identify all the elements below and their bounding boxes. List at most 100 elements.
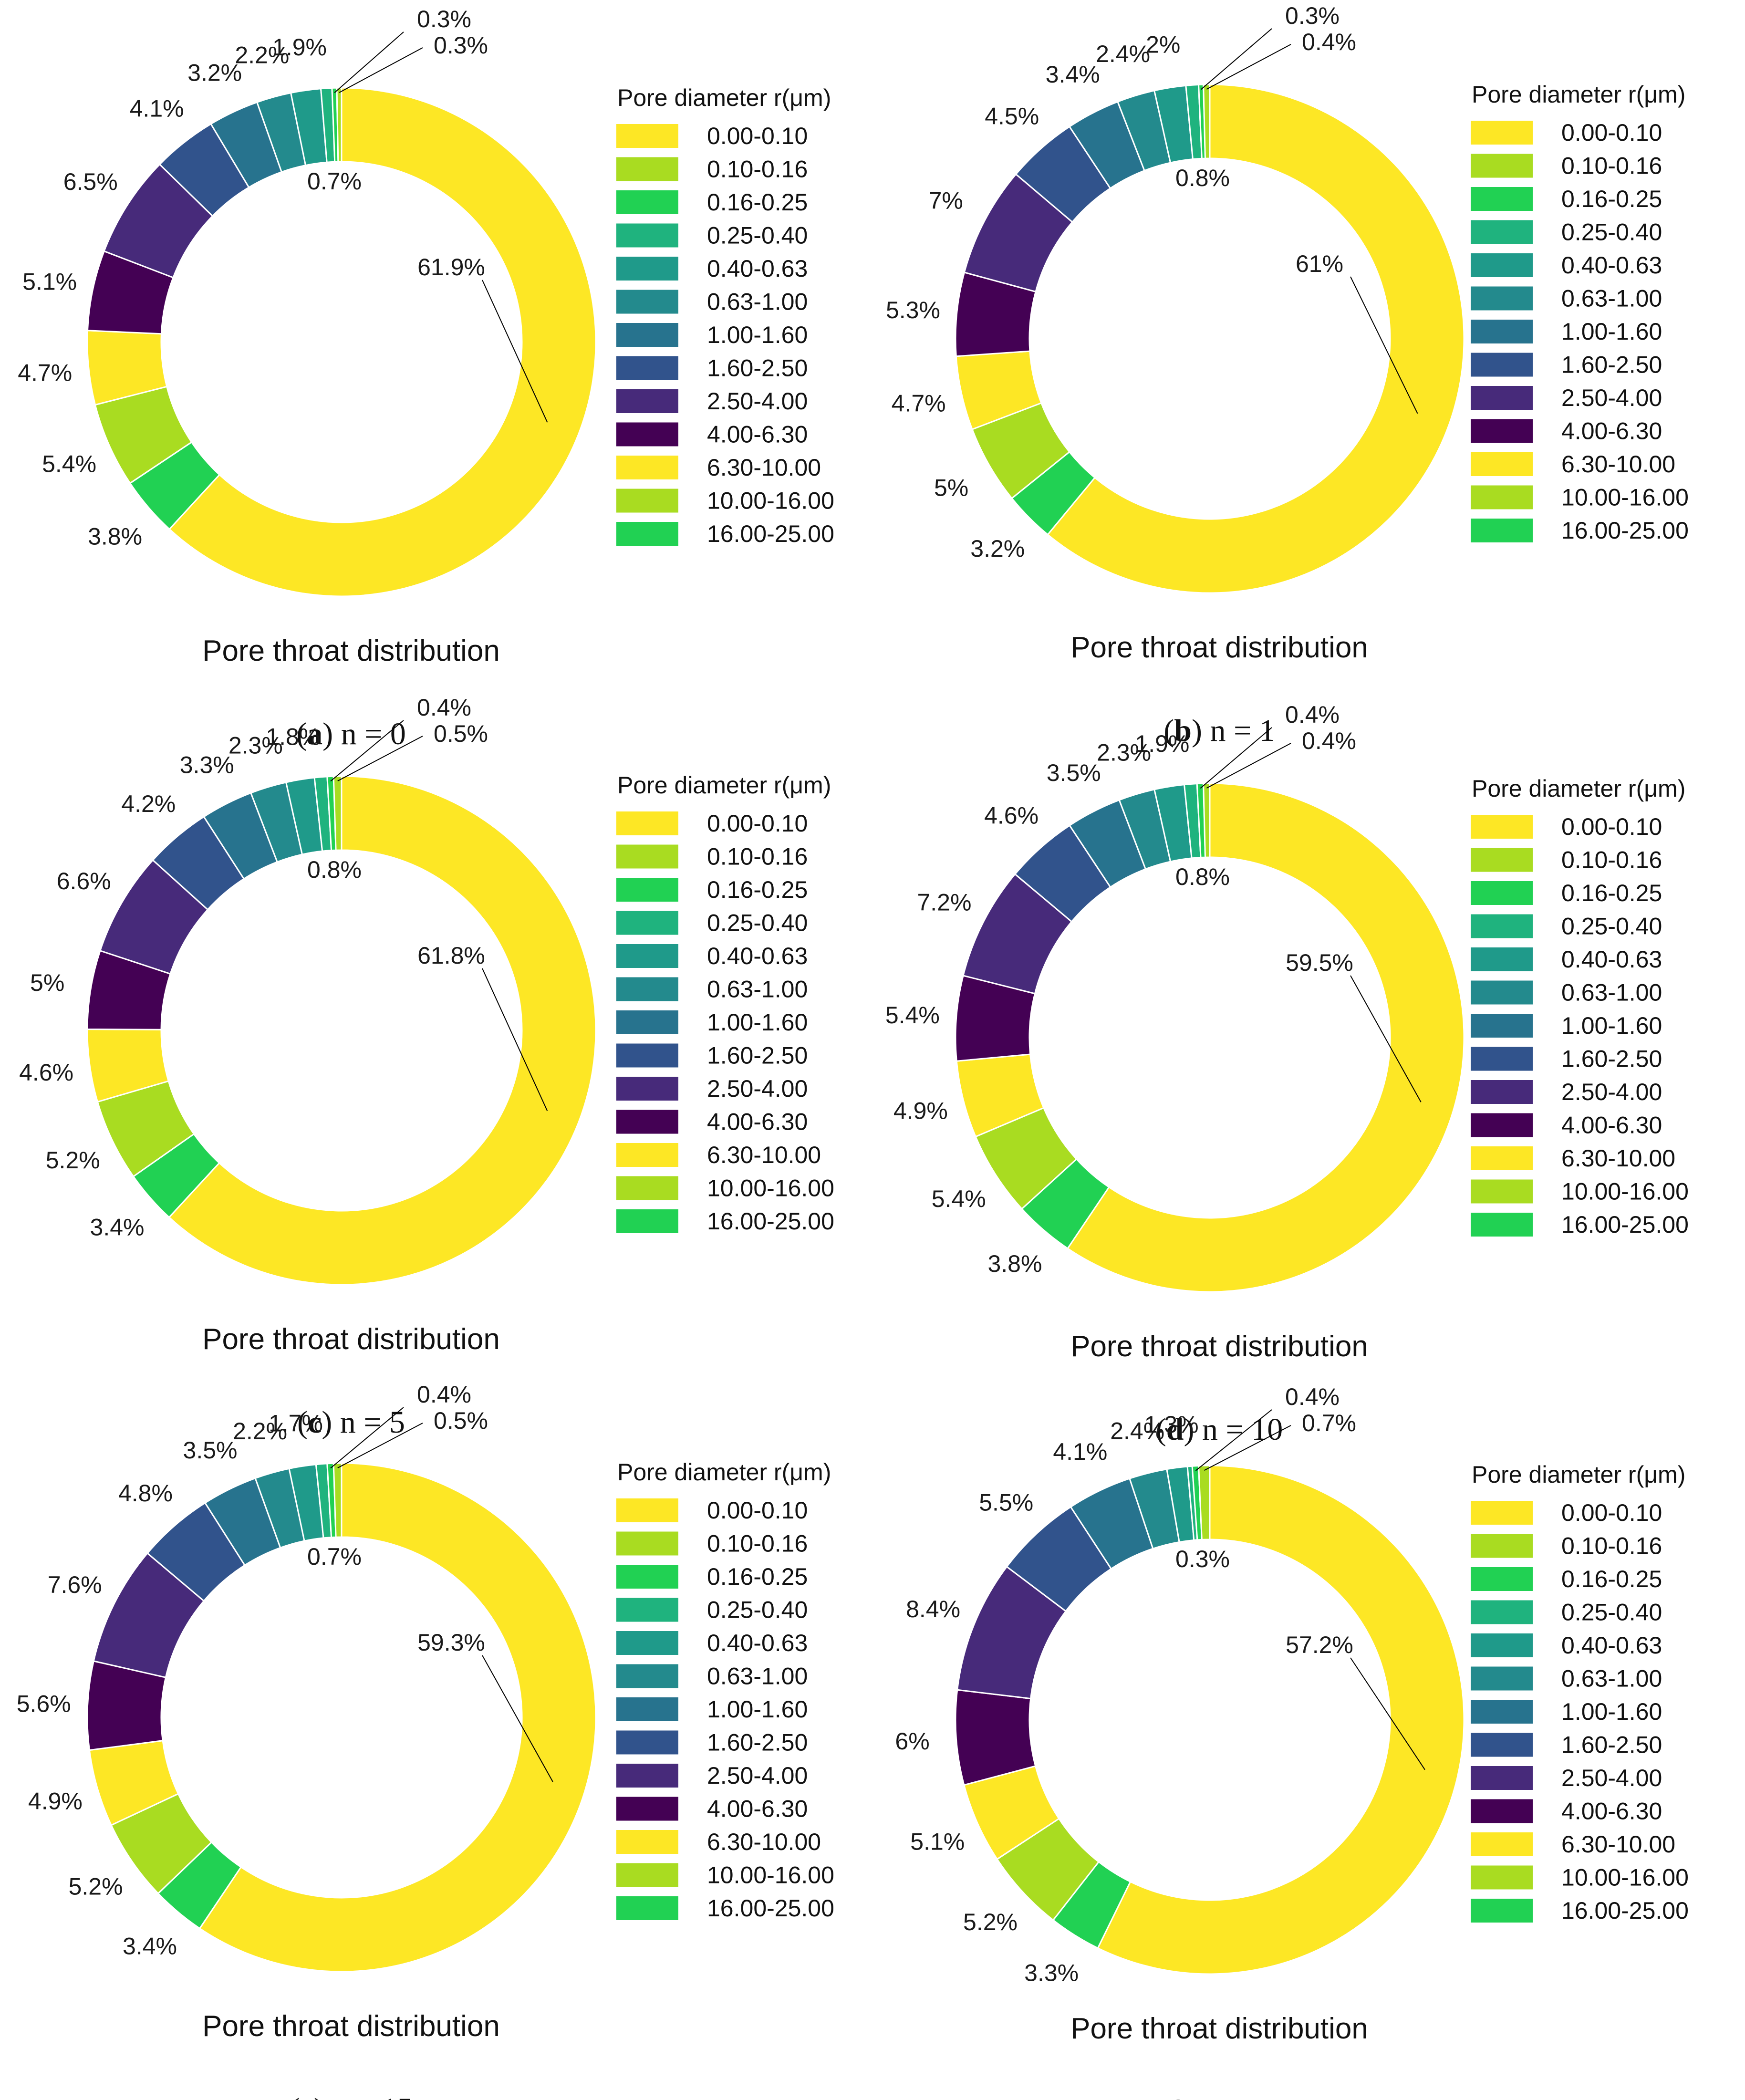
legend-swatch xyxy=(1471,419,1533,443)
slice-percent-label: 5.1% xyxy=(910,1829,965,1855)
legend-label: 16.00-25.00 xyxy=(1561,517,1689,544)
slice-percent-label: 0.4% xyxy=(417,694,471,721)
legend-label: 6.30-10.00 xyxy=(1561,1831,1675,1858)
legend-label: 16.00-25.00 xyxy=(1561,1897,1689,1924)
legend-label: 0.16-0.25 xyxy=(707,1563,808,1590)
legend-label: 2.50-4.00 xyxy=(707,1762,808,1789)
legend-label: 4.00-6.30 xyxy=(1561,1798,1662,1825)
donut-slice-0.10-0.16 xyxy=(1203,782,1211,858)
legend: Pore diameter r(μm) 0.00-0.10 0.10-0.16 0.1… xyxy=(616,1459,834,1922)
chart-title: Pore throat distribution xyxy=(202,634,500,667)
legend-label: 0.10-0.16 xyxy=(1561,153,1662,179)
slice-percent-label: 6% xyxy=(895,1728,929,1755)
slice-percent-label: 4.1% xyxy=(1053,1438,1107,1465)
legend-label: 2.50-4.00 xyxy=(1561,1079,1662,1105)
legend-label: 16.00-25.00 xyxy=(707,520,834,547)
leader-line xyxy=(1200,727,1272,789)
legend-label: 0.40-0.63 xyxy=(707,255,808,282)
slice-percent-label: 0.3% xyxy=(1175,1546,1230,1572)
slice-percent-label: 3.5% xyxy=(183,1437,238,1464)
slice-percent-label: 5.1% xyxy=(22,268,77,295)
legend-swatch xyxy=(616,290,678,314)
legend-label: 1.60-2.50 xyxy=(1561,1046,1662,1072)
legend-label: 0.10-0.16 xyxy=(1561,847,1662,873)
slice-percent-label: 0.7% xyxy=(1302,1410,1356,1436)
legend-label: 0.10-0.16 xyxy=(707,156,808,183)
legend-swatch xyxy=(1471,1213,1533,1237)
leader-line xyxy=(1204,1425,1291,1471)
legend-swatch xyxy=(1471,848,1533,872)
legend-swatch xyxy=(1471,1501,1533,1525)
legend-swatch xyxy=(1471,881,1533,905)
legend-label: 0.10-0.16 xyxy=(707,843,808,870)
legend-label: 1.60-2.50 xyxy=(707,1042,808,1069)
slice-percent-label: 4.9% xyxy=(893,1097,948,1124)
leader-line xyxy=(339,47,423,93)
legend-label: 6.30-10.00 xyxy=(707,1142,821,1168)
legend-swatch xyxy=(616,1764,678,1788)
legend-label: 2.50-4.00 xyxy=(1561,1765,1662,1791)
chart-title: Pore throat distribution xyxy=(1070,631,1368,664)
legend-swatch xyxy=(1471,1832,1533,1856)
slice-percent-label: 3.3% xyxy=(1024,1960,1079,1986)
donut-slice-0.00-0.10 xyxy=(168,87,597,597)
slice-percent-label: 4.9% xyxy=(28,1788,83,1815)
legend-swatch xyxy=(1471,386,1533,410)
panel-caption: (a) n = 0 xyxy=(296,717,406,751)
slice-percent-label: 7.6% xyxy=(48,1571,102,1598)
legend-swatch xyxy=(1471,1666,1533,1691)
legend-label: 0.00-0.10 xyxy=(707,123,808,149)
slice-percent-label: 5.4% xyxy=(42,450,96,477)
chart-panel-e: 59.3% 3.4% 5.2% 4.9% 5.6% 7.6% 4.8% 3.5%2.2%1.7… xyxy=(17,1381,834,2100)
legend-title: Pore diameter r(μm) xyxy=(617,1459,831,1486)
legend-swatch xyxy=(616,811,678,835)
legend-label: 10.00-16.00 xyxy=(1561,1178,1689,1205)
slice-percent-label: 4.2% xyxy=(121,790,176,817)
slice-percent-label: 4.7% xyxy=(18,360,72,386)
legend-swatch xyxy=(1471,1014,1533,1038)
legend-label: 1.00-1.60 xyxy=(1561,1012,1662,1039)
legend-title: Pore diameter r(μm) xyxy=(1472,775,1685,802)
legend-swatch xyxy=(1471,947,1533,971)
slice-percent-label: 0.4% xyxy=(1285,1383,1340,1410)
legend-swatch xyxy=(616,1598,678,1622)
legend-label: 0.10-0.16 xyxy=(1561,1533,1662,1559)
slice-percent-label: 2.3% xyxy=(229,732,283,759)
legend-label: 1.00-1.60 xyxy=(1561,1698,1662,1725)
legend-label: 4.00-6.30 xyxy=(1561,1112,1662,1139)
slice-percent-label: 4.6% xyxy=(984,802,1039,829)
leader-line xyxy=(1195,1409,1272,1471)
chart-title: Pore throat distribution xyxy=(202,1323,500,1356)
leader-line xyxy=(482,280,548,423)
legend-label: 10.00-16.00 xyxy=(1561,484,1689,511)
legend-swatch xyxy=(616,1110,678,1134)
legend-swatch xyxy=(1471,519,1533,542)
legend: Pore diameter r(μm) 0.00-0.10 0.10-0.16 0.1… xyxy=(1471,1461,1689,1924)
legend-label: 0.25-0.40 xyxy=(707,910,808,936)
leader-line xyxy=(1206,743,1291,789)
legend-label: 0.63-1.00 xyxy=(707,1663,808,1690)
legend-label: 1.00-1.60 xyxy=(707,322,808,348)
legend: Pore diameter r(μm) 0.00-0.10 0.10-0.16 0.1… xyxy=(616,84,834,547)
donut-slice-0.10-0.16 xyxy=(336,87,343,163)
slice-percent-label: 5.2% xyxy=(963,1909,1018,1935)
legend-label: 0.16-0.25 xyxy=(1561,880,1662,906)
legend-label: 1.00-1.60 xyxy=(1561,318,1662,345)
legend-swatch xyxy=(1471,1633,1533,1657)
legend-label: 0.00-0.10 xyxy=(707,1497,808,1524)
legend-label: 0.25-0.40 xyxy=(707,1597,808,1623)
slice-percent-label: 0.3% xyxy=(417,6,471,32)
legend-label: 6.30-10.00 xyxy=(1561,1145,1675,1172)
slice-percent-label: 3.4% xyxy=(123,1933,177,1959)
legend-label: 0.25-0.40 xyxy=(1561,1599,1662,1626)
leader-line xyxy=(1350,1657,1425,1770)
legend-label: 1.60-2.50 xyxy=(707,355,808,382)
donut-slice-0.00-0.10 xyxy=(1066,782,1465,1293)
legend: Pore diameter r(μm) 0.00-0.10 0.10-0.16 0.1… xyxy=(616,772,834,1235)
leader-line xyxy=(334,31,404,93)
legend-label: 16.00-25.00 xyxy=(707,1208,834,1235)
legend-swatch xyxy=(1471,1899,1533,1923)
legend-swatch xyxy=(616,944,678,968)
chart-panel-d: 59.5% 3.8% 5.4% 4.9% 5.4% 7.2% 4.6% 3.5%2.3%1.9… xyxy=(885,701,1689,1447)
legend-swatch xyxy=(616,124,678,148)
